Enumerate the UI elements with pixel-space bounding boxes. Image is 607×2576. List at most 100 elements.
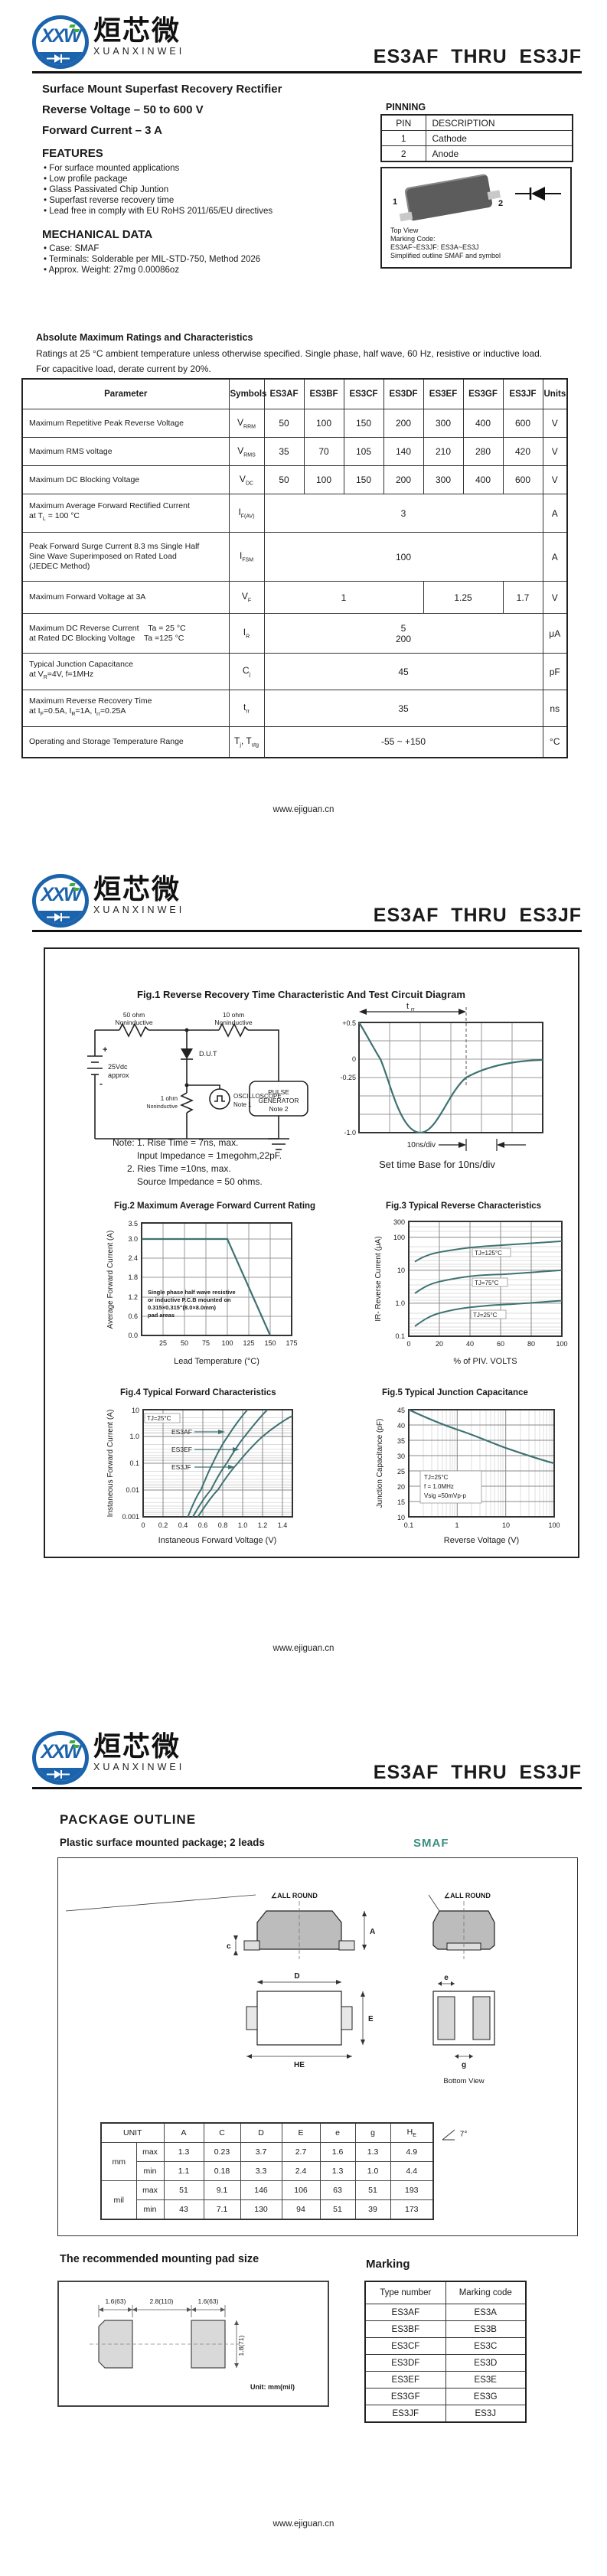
cell: ES3A bbox=[445, 2304, 527, 2321]
fig2-title: Fig.2 Maximum Average Forward Current Ra… bbox=[114, 1202, 316, 1211]
cell: 45 bbox=[263, 653, 543, 690]
cell: 150 bbox=[343, 409, 384, 438]
resistor-label: Noninductive bbox=[147, 1104, 178, 1110]
x-tick: 0.6 bbox=[198, 1521, 208, 1529]
y-axis-label: Junction Capacitance (pF) bbox=[376, 1419, 384, 1508]
cell: 3 bbox=[263, 494, 543, 533]
table-row: min 1.1 0.18 3.3 2.4 1.3 1.0 4.4 bbox=[101, 2161, 434, 2181]
marking-title: Marking bbox=[366, 2258, 410, 2271]
cell: 1.3 bbox=[319, 2161, 356, 2181]
table-row: ES3JF ES3J bbox=[364, 2405, 527, 2423]
cell: 51 bbox=[354, 2180, 391, 2200]
cell: 130 bbox=[240, 2199, 282, 2220]
table-row: Maximum Repetitive Peak Reverse Voltage … bbox=[21, 409, 568, 438]
cell: VRMS bbox=[228, 437, 265, 466]
cell: pF bbox=[542, 653, 568, 690]
table-row: Typical Junction Capacitance at VR=4V, f=… bbox=[21, 653, 568, 690]
cell: 1 bbox=[380, 130, 426, 146]
plus-label: + bbox=[103, 1045, 107, 1055]
cell: HE bbox=[390, 2122, 434, 2143]
annotation: 0.315×0.315"(8.0×8.0mm) bbox=[148, 1304, 217, 1311]
cell: 70 bbox=[303, 437, 344, 466]
cell: A bbox=[542, 494, 568, 533]
mounting-pad-box: 1.6(63) 2.8(110) 1.6(63) 1.8(71) Unit: m… bbox=[57, 2281, 329, 2407]
logo-green-accent bbox=[69, 24, 76, 28]
logo-green-accent bbox=[69, 883, 76, 886]
list-item: For surface mounted applications bbox=[44, 163, 365, 174]
cell: 280 bbox=[462, 437, 504, 466]
resistor-label: 50 ohm bbox=[123, 1011, 145, 1019]
pad-unit-label: Unit: mm(mil) bbox=[250, 2383, 295, 2391]
table-row: Maximum Forward Voltage at 3A VF 1 1.25 … bbox=[21, 581, 568, 614]
condition-label: TJ=25°C bbox=[147, 1415, 171, 1422]
cell: D bbox=[240, 2122, 282, 2143]
cell: 3.3 bbox=[240, 2161, 282, 2181]
series-label: ES3EF bbox=[171, 1446, 192, 1453]
table-row: ES3AF ES3A bbox=[364, 2304, 527, 2321]
y-tick: +0.5 bbox=[342, 1019, 356, 1027]
fig1-title: Fig.1 Reverse Recovery Time Characterist… bbox=[137, 989, 465, 1000]
cell: 173 bbox=[390, 2199, 434, 2220]
cell: °C bbox=[542, 726, 568, 758]
pin1-label: 1 bbox=[393, 197, 398, 207]
ratings-table: Parameter Symbols ES3AF ES3BF ES3CF ES3D… bbox=[21, 378, 568, 758]
cell: V bbox=[542, 465, 568, 494]
table-row: Maximum DC Blocking Voltage VDC 50 100 1… bbox=[21, 465, 568, 494]
cell: PIN bbox=[380, 114, 426, 131]
condition-line: f = 1.0MHz bbox=[424, 1483, 454, 1490]
x-tick: 0.4 bbox=[178, 1521, 188, 1529]
condition-line: Vsig =50mVp-p bbox=[424, 1492, 466, 1499]
table-row: Maximum RMS voltage VRMS 35 70 105 140 2… bbox=[21, 437, 568, 466]
company-name-cn: 烜芯微 bbox=[93, 873, 181, 905]
package-caption: Top View Marking Code: ES3AF~ES3JF: ES3A… bbox=[390, 227, 501, 260]
y-tick: 0.1 bbox=[129, 1459, 139, 1467]
table-row: Maximum Reverse Recovery Time at IF=0.5A,… bbox=[21, 690, 568, 727]
cell: ES3JF bbox=[502, 378, 543, 409]
cell: 7.1 bbox=[203, 2199, 241, 2220]
cell: ES3BF bbox=[364, 2320, 446, 2338]
cell: 600 bbox=[502, 409, 543, 438]
header-rule bbox=[32, 930, 582, 932]
note-line: Note: 1. Rise Time = 7ns, max. bbox=[113, 1137, 239, 1148]
cell: 105 bbox=[343, 437, 384, 466]
cell: VF bbox=[228, 581, 265, 614]
y-tick: -1.0 bbox=[344, 1129, 356, 1136]
y-axis-label: Instaneous Forward Current (A) bbox=[106, 1410, 115, 1518]
cell: 400 bbox=[462, 409, 504, 438]
cell: ES3AF bbox=[263, 378, 305, 409]
cell: 4.4 bbox=[390, 2161, 434, 2181]
table-header-row: Parameter Symbols ES3AF ES3BF ES3CF ES3D… bbox=[21, 378, 568, 409]
y-tick: -0.25 bbox=[340, 1074, 356, 1081]
annotation: Single phase half wave resistive bbox=[148, 1289, 236, 1296]
minus-label: - bbox=[100, 1078, 103, 1089]
x-tick: 1 bbox=[455, 1521, 459, 1529]
cell: 150 bbox=[343, 465, 384, 494]
cell: Anode bbox=[425, 145, 573, 162]
x-axis-label: Instaneous Forward Voltage (V) bbox=[158, 1536, 277, 1545]
features-list: For surface mounted applications Low pro… bbox=[44, 163, 365, 217]
doc-title: ES3AF THRU ES3JF bbox=[373, 905, 582, 926]
cell: max bbox=[135, 2180, 165, 2200]
cell: 2 bbox=[380, 145, 426, 162]
cell: ES3DF bbox=[383, 378, 424, 409]
cell: ES3CF bbox=[364, 2337, 446, 2355]
cell: 50 bbox=[263, 465, 305, 494]
lead-angle-annotation: 7° bbox=[441, 2128, 467, 2141]
cell: mm bbox=[100, 2142, 137, 2181]
cell: 51 bbox=[163, 2180, 204, 2200]
series-label: ES3AF bbox=[171, 1428, 192, 1436]
table-row: mil max 51 9.1 146 106 63 51 193 bbox=[100, 2180, 434, 2220]
cell: 35 bbox=[263, 690, 543, 727]
x-axis-label: % of PIV. VOLTS bbox=[453, 1357, 517, 1366]
x-tick: 1.0 bbox=[238, 1521, 248, 1529]
y-tick: 1.2 bbox=[128, 1293, 138, 1301]
note-line: Source Impedance = 50 ohms. bbox=[137, 1176, 263, 1187]
cell: 39 bbox=[354, 2199, 391, 2220]
cell: ES3JF bbox=[364, 2405, 446, 2423]
cell: 1.1 bbox=[163, 2161, 204, 2181]
y-tick: 10 bbox=[397, 1267, 405, 1274]
table-row: ES3DF ES3D bbox=[364, 2354, 527, 2372]
company-logo: XXW 烜芯微 XUANXINWEI bbox=[32, 1731, 184, 1785]
doc-title: ES3AF THRU ES3JF bbox=[373, 46, 582, 67]
cell: 193 bbox=[390, 2180, 434, 2200]
